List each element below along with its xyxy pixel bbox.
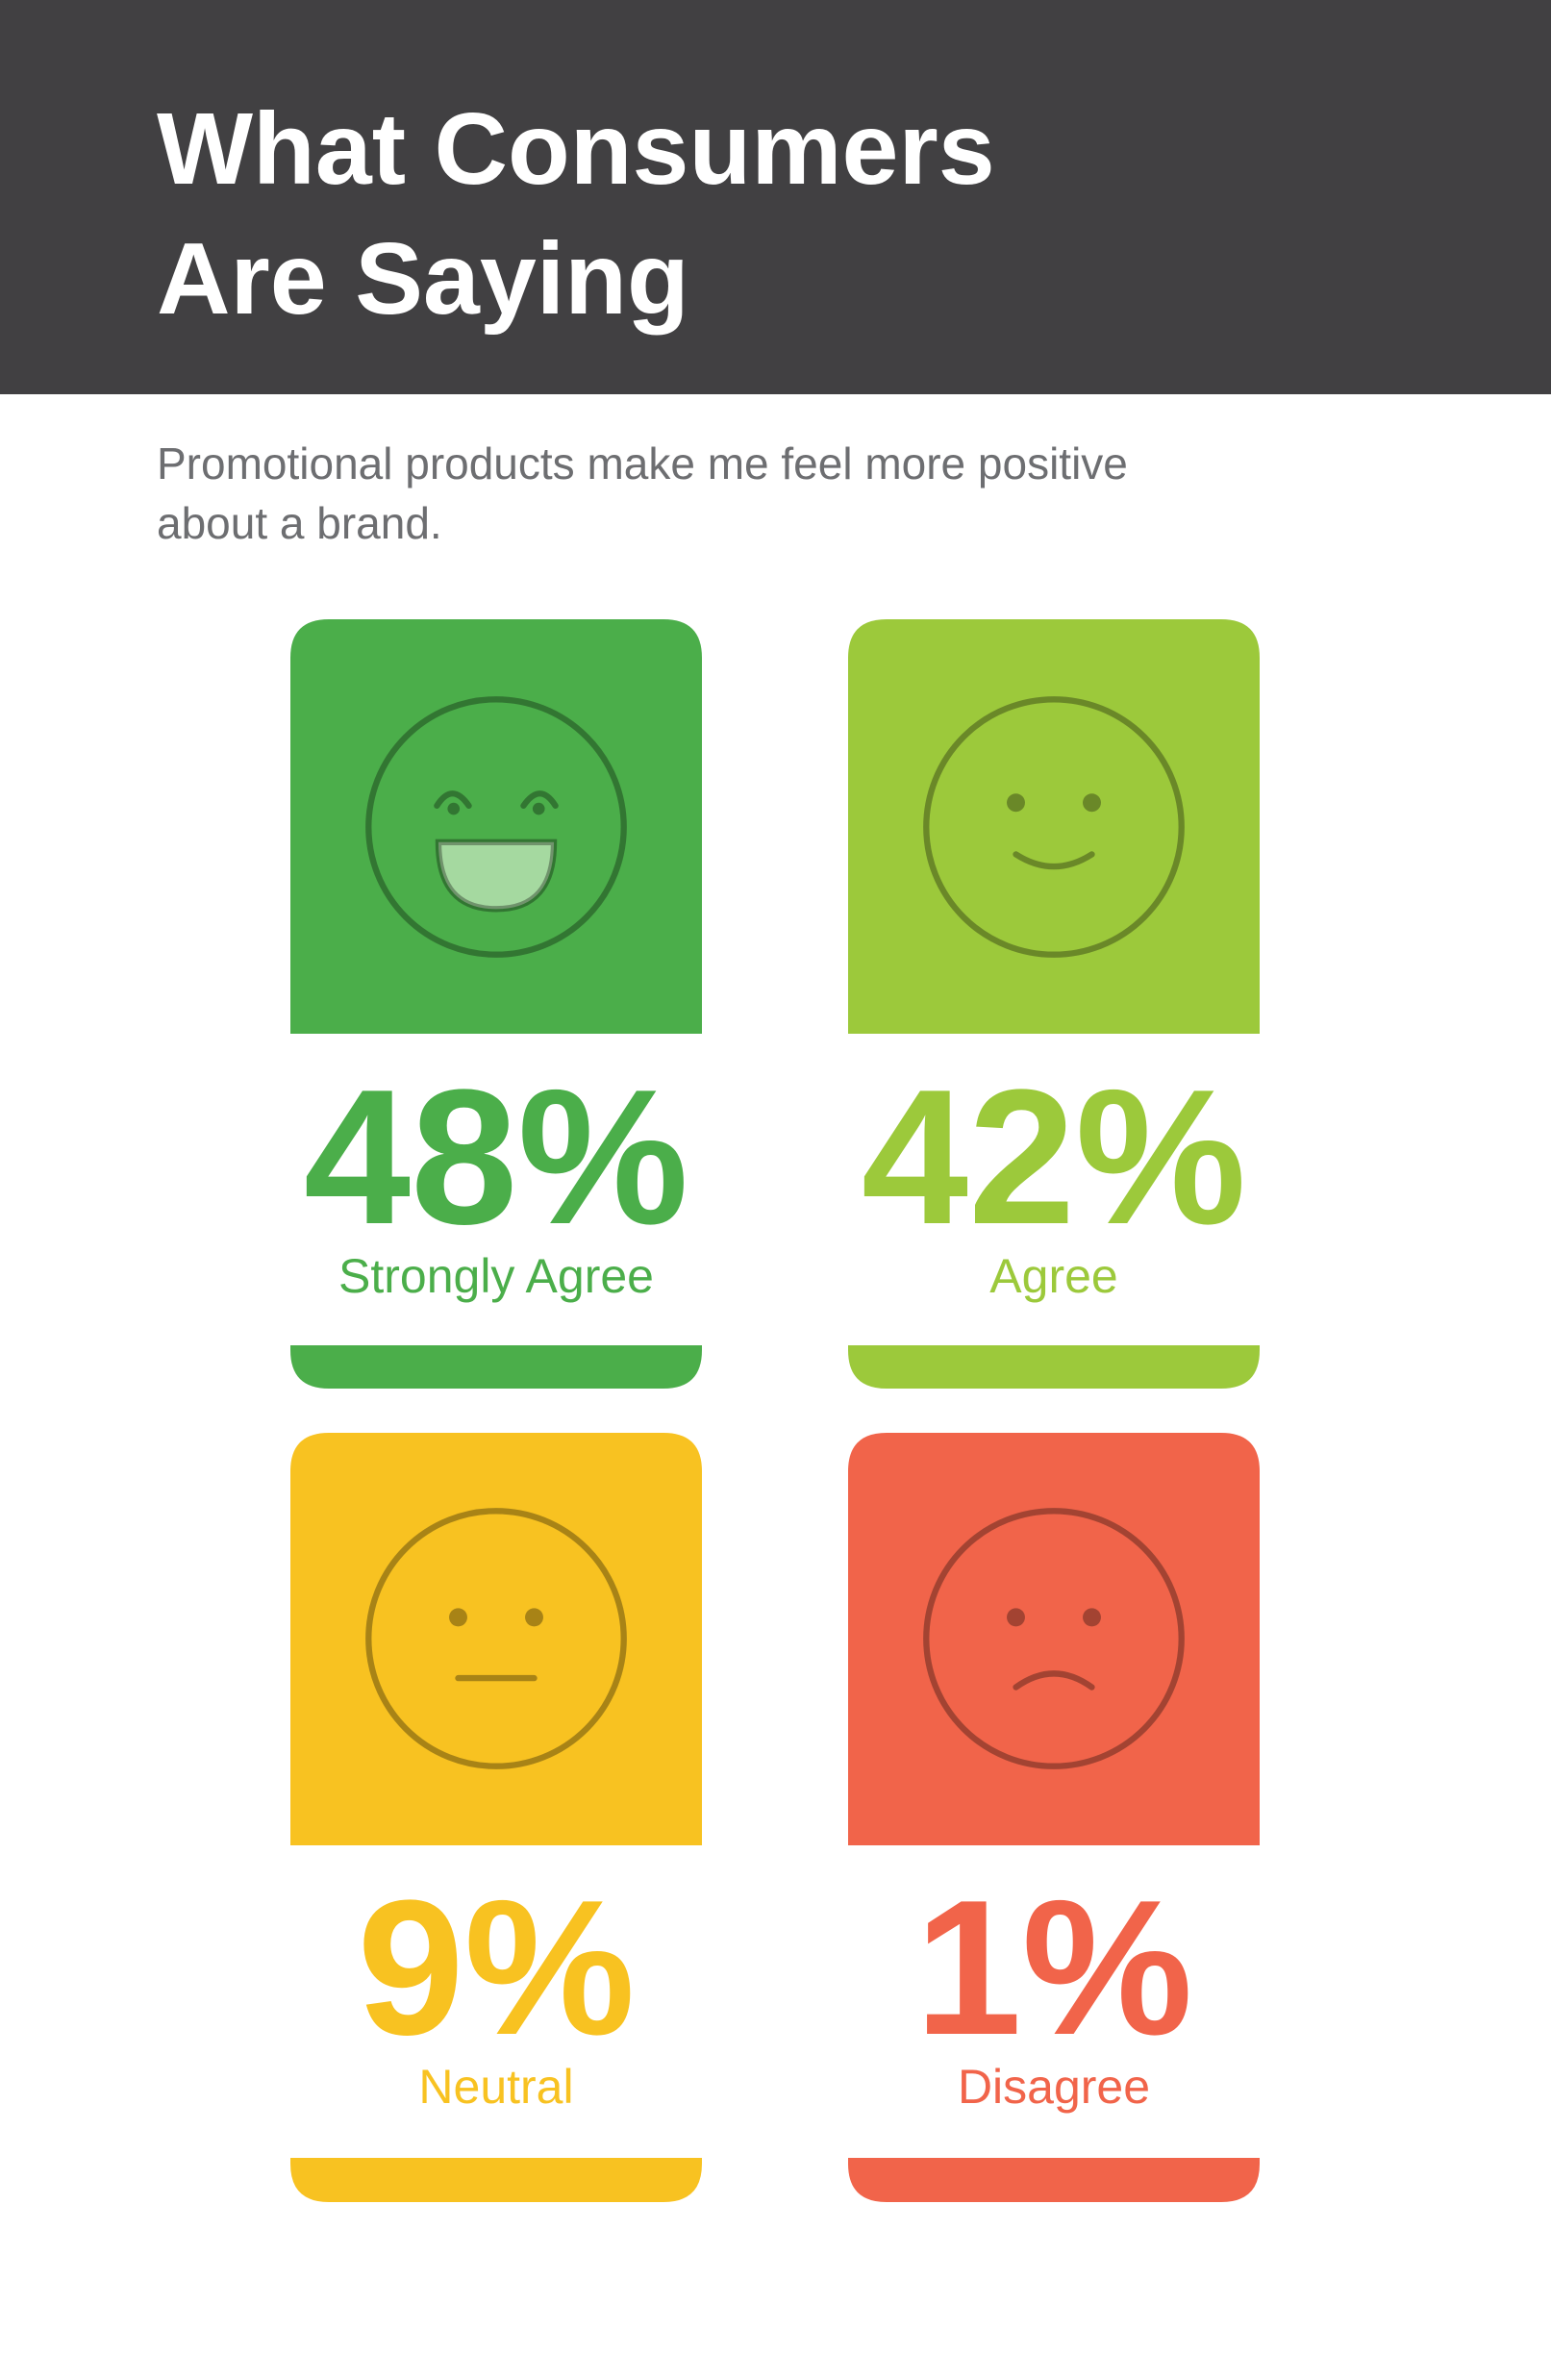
label: Agree — [989, 1249, 1117, 1303]
face-icon — [365, 696, 627, 958]
label: Strongly Agree — [338, 1249, 654, 1303]
card: 1% Disagree — [848, 1433, 1260, 2202]
card-top — [848, 1433, 1260, 1845]
label: Neutral — [418, 2060, 573, 2114]
header-band — [0, 0, 1551, 394]
percent: 1% — [914, 1861, 1192, 2075]
subtitle-line: about a brand. — [157, 498, 442, 548]
card-bottom — [290, 1345, 702, 1389]
card-bottom — [848, 1345, 1260, 1389]
title-line: Are Saying — [157, 222, 689, 336]
percent: 48% — [304, 1050, 688, 1265]
subtitle-line: Promotional products make me feel more p… — [157, 438, 1128, 489]
face-icon — [923, 696, 1185, 958]
card: 42% Agree — [848, 619, 1260, 1389]
face-icon — [365, 1508, 627, 1769]
card-top — [290, 1433, 702, 1845]
card: 9% Neutral — [290, 1433, 702, 2202]
title-line: What Consumers — [157, 92, 995, 206]
card: 48% Strongly Agree — [290, 619, 702, 1389]
percent: 42% — [862, 1050, 1246, 1265]
card-top — [290, 619, 702, 1034]
card-bottom — [848, 2158, 1260, 2202]
card-top — [848, 619, 1260, 1034]
percent: 9% — [357, 1861, 635, 2075]
card-bottom — [290, 2158, 702, 2202]
label: Disagree — [958, 2060, 1150, 2114]
face-icon — [923, 1508, 1185, 1769]
